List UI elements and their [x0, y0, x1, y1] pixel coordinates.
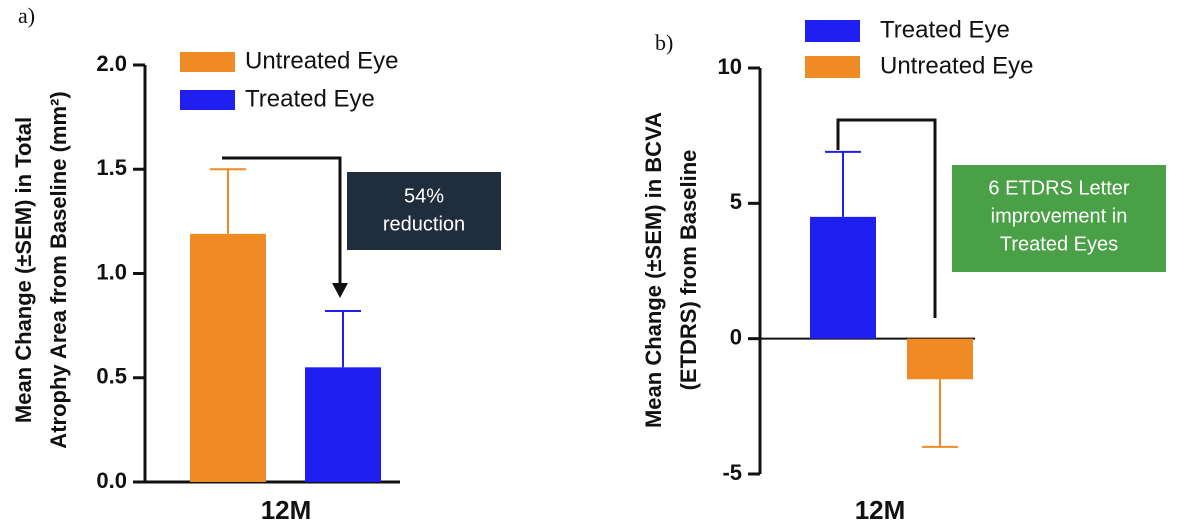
y-axis-label: Mean Change (±SEM) in BCVA	[641, 112, 666, 428]
y-tick-label: 0.5	[96, 364, 127, 389]
bar	[907, 338, 973, 380]
bar	[305, 367, 381, 482]
legend-label: Untreated Eye	[880, 52, 1033, 79]
bracket	[222, 156, 342, 285]
y-tick-label: 1.0	[96, 259, 127, 284]
annotation-box	[347, 172, 501, 250]
y-tick-label: 0.0	[96, 468, 127, 493]
legend-label: Treated Eye	[245, 85, 375, 112]
legend-swatch	[805, 20, 860, 42]
annotation: 6 ETDRS Letter	[988, 177, 1130, 199]
annotation: Treated Eyes	[1000, 233, 1118, 255]
y-tick-label: -5	[722, 460, 742, 485]
y-tick-label: 1.5	[96, 155, 127, 180]
legend-swatch	[180, 90, 235, 110]
panel-label: a)	[18, 3, 35, 28]
bar	[190, 233, 266, 482]
bracket	[836, 118, 937, 318]
annotation: reduction	[383, 213, 465, 235]
y-tick-label: 0	[730, 324, 742, 349]
x-tick-label: 12M	[261, 495, 312, 525]
legend-label: Untreated Eye	[245, 47, 398, 74]
legend-label: Treated Eye	[880, 16, 1010, 43]
annotation: 54%	[404, 185, 444, 207]
y-axis-label: (ETDRS) from Baseline	[676, 150, 701, 391]
annotation-box	[952, 165, 1166, 272]
y-tick-label: 10	[718, 54, 742, 79]
y-tick-label: 5	[730, 189, 742, 214]
arrowhead	[332, 283, 348, 298]
annotation: improvement in	[991, 205, 1128, 227]
legend-swatch	[180, 52, 235, 72]
bar	[810, 216, 876, 339]
x-tick-label: 12M	[855, 495, 906, 525]
y-axis-label: Mean Change (±SEM) in Total	[11, 117, 36, 423]
y-tick-label: 2.0	[96, 51, 127, 76]
legend-swatch	[805, 56, 860, 78]
panel-label: b)	[655, 30, 673, 55]
y-axis-label: Atrophy Area from Baseline (mm²)	[46, 91, 71, 448]
